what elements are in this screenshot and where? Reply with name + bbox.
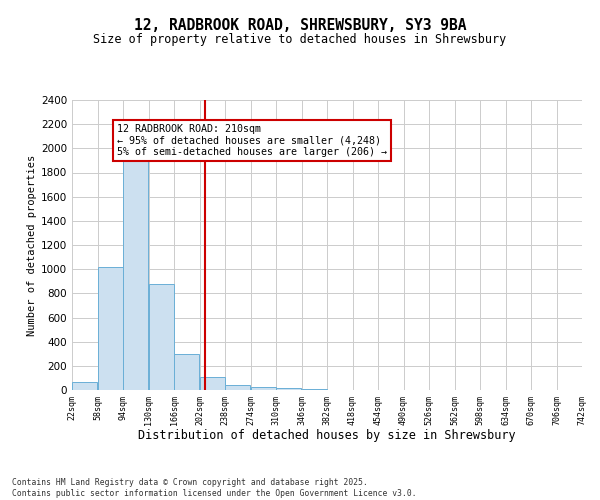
Bar (277, 388, 301, 390)
Text: Size of property relative to detached houses in Shrewsbury: Size of property relative to detached ho… (94, 32, 506, 46)
Bar (175, 354, 199, 390)
Bar (98, 267, 122, 390)
Text: 12, RADBROOK ROAD, SHREWSBURY, SY3 9BA: 12, RADBROOK ROAD, SHREWSBURY, SY3 9BA (134, 18, 466, 32)
Bar (226, 385, 250, 390)
Bar (302, 389, 326, 390)
Bar (251, 387, 275, 390)
Bar (73, 382, 97, 390)
Text: 12 RADBROOK ROAD: 210sqm
← 95% of detached houses are smaller (4,248)
5% of semi: 12 RADBROOK ROAD: 210sqm ← 95% of detach… (116, 124, 386, 158)
Y-axis label: Number of detached properties: Number of detached properties (27, 154, 37, 336)
Text: Contains HM Land Registry data © Crown copyright and database right 2025.
Contai: Contains HM Land Registry data © Crown c… (12, 478, 416, 498)
Bar (124, 160, 148, 390)
Bar (149, 284, 173, 390)
Bar (200, 378, 224, 390)
X-axis label: Distribution of detached houses by size in Shrewsbury: Distribution of detached houses by size … (138, 429, 516, 442)
